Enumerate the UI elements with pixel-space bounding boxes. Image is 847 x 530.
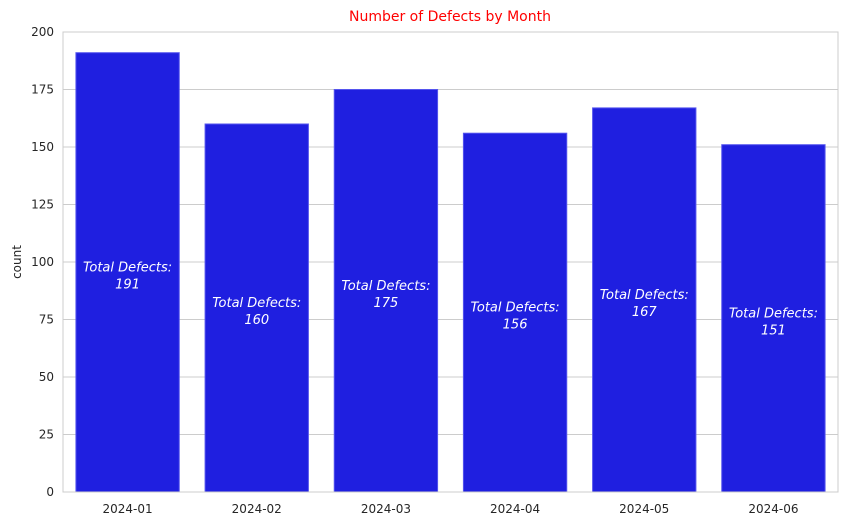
x-tick-label-2024-01: 2024-01 [103, 502, 153, 516]
y-tick-labels: 0 25 50 75 100 125 150 175 200 [31, 25, 54, 499]
bar-2024-03 [333, 89, 439, 493]
chart-title: Number of Defects by Month [349, 9, 551, 25]
y-tick-label-50: 50 [39, 370, 54, 384]
bar-label-value: 175 [374, 296, 399, 311]
bar-label-prefix: Total Defects: [341, 279, 430, 294]
y-axis-label: count [10, 245, 24, 279]
y-tick-label-125: 125 [31, 198, 54, 212]
y-tick-label-75: 75 [39, 313, 54, 327]
bar-2024-05 [592, 107, 697, 493]
bars-group [75, 52, 826, 493]
y-tick-label-200: 200 [31, 25, 54, 39]
x-tick-label-2024-03: 2024-03 [361, 502, 411, 516]
bar-label-2024-05: Total Defects: 167 [600, 288, 689, 320]
bar-label-prefix: Total Defects: [600, 288, 689, 303]
bar-label-2024-02: Total Defects: 160 [212, 296, 301, 328]
y-tick-label-150: 150 [31, 140, 54, 154]
x-tick-label-2024-05: 2024-05 [619, 502, 669, 516]
y-tick-label-0: 0 [46, 485, 54, 499]
bar-label-value: 191 [115, 277, 140, 292]
x-tick-label-2024-04: 2024-04 [490, 502, 540, 516]
bar-label-2024-06: Total Defects: 151 [729, 306, 818, 338]
y-tick-label-25: 25 [39, 428, 54, 442]
bar-label-value: 160 [244, 313, 269, 328]
bar-label-2024-04: Total Defects: 156 [471, 301, 560, 333]
bar-label-value: 156 [503, 318, 528, 333]
bar-label-2024-01: Total Defects: 191 [83, 260, 172, 292]
y-tick-label-100: 100 [31, 255, 54, 269]
bar-label-2024-03: Total Defects: 175 [341, 279, 430, 311]
x-tick-label-2024-06: 2024-06 [748, 502, 798, 516]
bar-label-prefix: Total Defects: [212, 296, 301, 311]
bar-2024-02 [204, 123, 309, 493]
plot-frame [62, 31, 839, 493]
bar-label-prefix: Total Defects: [471, 301, 560, 316]
x-tick-labels: 2024-01 2024-02 2024-03 2024-04 2024-05 2024-… [103, 502, 799, 516]
bar-2024-04 [462, 132, 568, 493]
x-tick-label-2024-02: 2024-02 [232, 502, 282, 516]
bar-label-prefix: Total Defects: [83, 260, 172, 275]
bar-label-prefix: Total Defects: [729, 306, 818, 321]
bar-label-value: 167 [632, 305, 658, 320]
y-tick-label-175: 175 [31, 83, 54, 97]
bar-2024-01 [75, 52, 180, 493]
bar-label-value: 151 [761, 323, 786, 338]
